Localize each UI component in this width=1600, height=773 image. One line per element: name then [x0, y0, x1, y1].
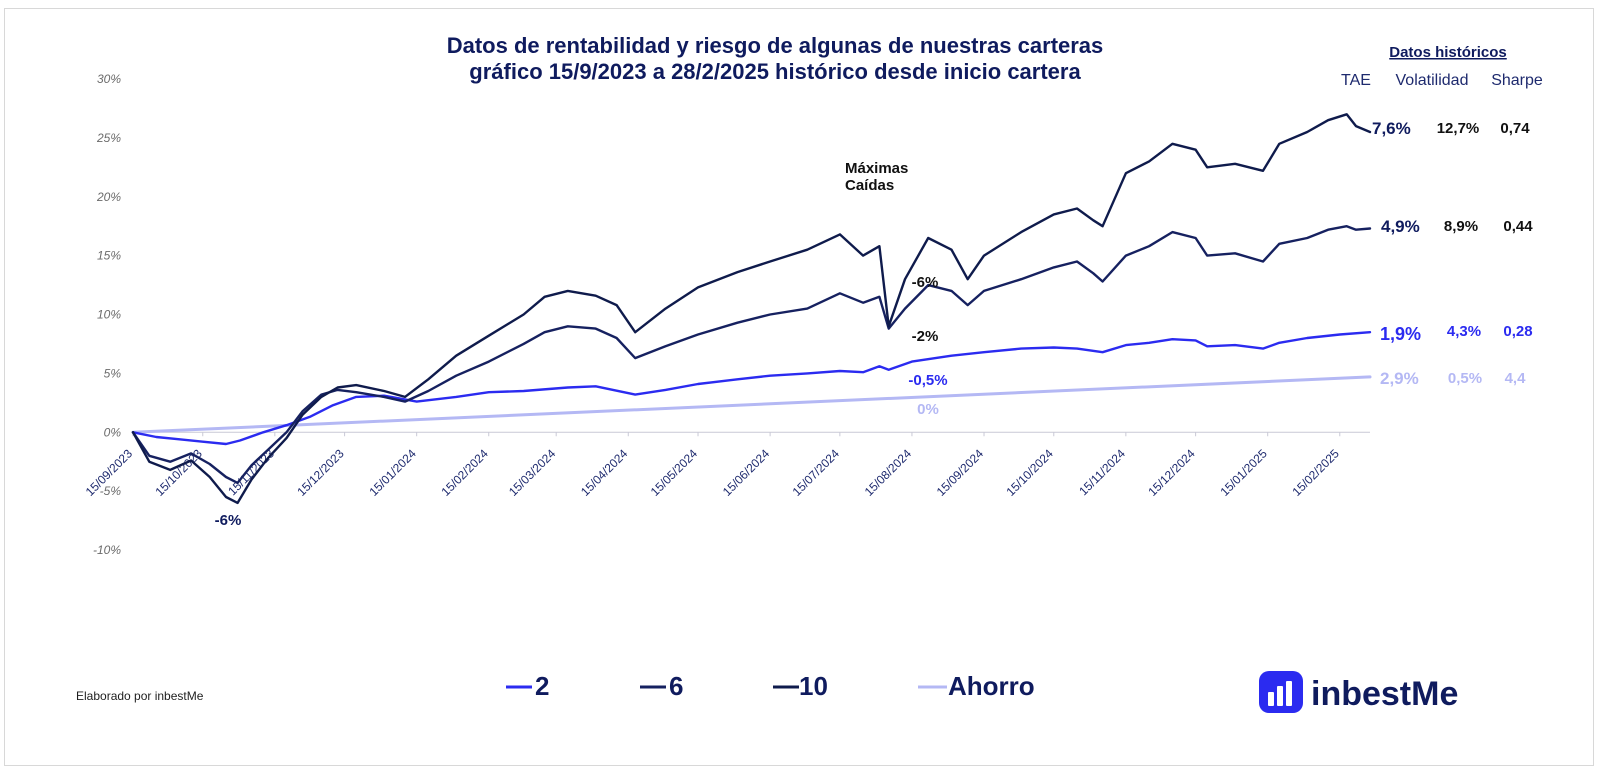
logo-text: inbestMe — [1311, 675, 1458, 713]
x-tick-label: 15/03/2024 — [506, 446, 559, 499]
stat-volatilidad: 8,9% — [1444, 218, 1478, 235]
x-tick-label: 15/02/2025 — [1290, 446, 1343, 499]
x-tick-label: 15/04/2024 — [578, 446, 631, 499]
column-volatilidad: Volatilidad — [1396, 72, 1469, 89]
stat-sharpe: 0,28 — [1503, 323, 1532, 340]
stat-tae: 2,9% — [1380, 369, 1419, 388]
stat-sharpe: 0,44 — [1503, 218, 1533, 235]
x-tick-label: 15/11/2023 — [225, 446, 277, 498]
stat-tae: 1,9% — [1380, 324, 1421, 344]
series-line-10 — [131, 113, 1372, 505]
y-tick-label: 25% — [96, 131, 121, 145]
stat-tae: 7,6% — [1372, 119, 1411, 138]
x-tick-label: 15/08/2024 — [862, 446, 915, 499]
x-tick-label: 15/12/2024 — [1145, 446, 1198, 499]
legend-item-10: 10 — [773, 671, 828, 701]
x-tick-label: 15/07/2024 — [790, 446, 843, 499]
legend-item-ahorro: Ahorro — [918, 671, 1035, 701]
annotation-drawdown-2: -0,5% — [908, 372, 947, 389]
stat-volatilidad: 12,7% — [1437, 120, 1480, 137]
x-tick-label: 15/10/2023 — [153, 446, 206, 499]
stats-row-10: 7,6% 12,7% 0,74 — [1372, 119, 1530, 138]
column-sharpe: Sharpe — [1491, 72, 1543, 89]
y-tick-label: 15% — [97, 249, 121, 263]
stat-sharpe: 4,4 — [1505, 370, 1527, 387]
legend-item-6: 6 — [640, 671, 683, 701]
plot-area: 30%25%20%15%10%5%0%-5%-10%15/09/2023 15/1… — [83, 72, 1372, 557]
annotation-drawdown-6: -2% — [912, 328, 939, 345]
stats-row-2: 1,9% 4,3% 0,28 — [1380, 323, 1533, 344]
annotation-drawdown-10: -6% — [912, 274, 939, 291]
x-tick-label: 15/11/2024 — [1076, 446, 1128, 498]
series-line-6 — [131, 224, 1372, 485]
y-tick-label: 20% — [96, 190, 121, 204]
x-tick-label: 15/10/2024 — [1004, 446, 1057, 499]
series-line-2 — [131, 331, 1372, 446]
y-tick-label: -10% — [93, 543, 121, 557]
y-tick-label: 0% — [104, 425, 122, 439]
chart-title-line-1: Datos de rentabilidad y riesgo de alguna… — [447, 33, 1104, 58]
chart-title-line-2: gráfico 15/9/2023 a 28/2/2025 histórico … — [469, 59, 1081, 84]
annotation-drawdown-ahorro: 0% — [917, 401, 939, 418]
y-tick-label: 30% — [97, 72, 121, 86]
x-tick-label: 15/05/2024 — [648, 446, 701, 499]
bar-chart-icon — [1259, 671, 1303, 713]
x-tick-label: 15/06/2024 — [720, 446, 773, 499]
returns-chart: Datos de rentabilidad y riesgo de alguna… — [76, 33, 1543, 713]
annotation-max-drawdowns-1: Máximas — [845, 160, 908, 177]
legend-label-6: 6 — [669, 671, 683, 701]
x-tick-label: 15/01/2024 — [366, 446, 419, 499]
x-tick-label: 15/12/2023 — [294, 446, 347, 499]
y-tick-label: -5% — [100, 484, 122, 498]
x-tick-label: 15/09/2024 — [934, 446, 987, 499]
x-tick-label: 15/02/2024 — [439, 446, 492, 499]
legend-label-ahorro: Ahorro — [948, 671, 1035, 701]
stat-tae: 4,9% — [1381, 217, 1420, 236]
stat-volatilidad: 4,3% — [1447, 323, 1481, 340]
annotation-max-drawdowns-2: Caídas — [845, 177, 894, 194]
legend-label-10: 10 — [799, 671, 828, 701]
y-tick-label: 10% — [97, 308, 121, 322]
chart-frame: Datos de rentabilidad y riesgo de alguna… — [4, 8, 1594, 766]
series-line-ahorro — [131, 375, 1372, 434]
stat-sharpe: 0,74 — [1500, 120, 1530, 137]
y-tick-label: 5% — [104, 366, 122, 380]
legend-item-2: 2 — [506, 671, 549, 701]
stat-volatilidad: 0,5% — [1448, 370, 1482, 387]
footer-credit: Elaborado por inbestMe — [76, 689, 204, 703]
stats-row-ahorro: 2,9% 0,5% 4,4 — [1380, 369, 1526, 388]
inbestme-logo: inbestMe — [1259, 671, 1458, 713]
historical-data-header: Datos históricos — [1389, 44, 1507, 61]
legend-label-2: 2 — [535, 671, 549, 701]
column-tae: TAE — [1341, 72, 1371, 89]
annotation-drawdown-early: -6% — [215, 512, 242, 529]
x-tick-label: 15/01/2025 — [1217, 446, 1270, 499]
stats-row-6: 4,9% 8,9% 0,44 — [1381, 217, 1533, 236]
legend: 2 6 10 Ahorro — [506, 671, 1035, 701]
